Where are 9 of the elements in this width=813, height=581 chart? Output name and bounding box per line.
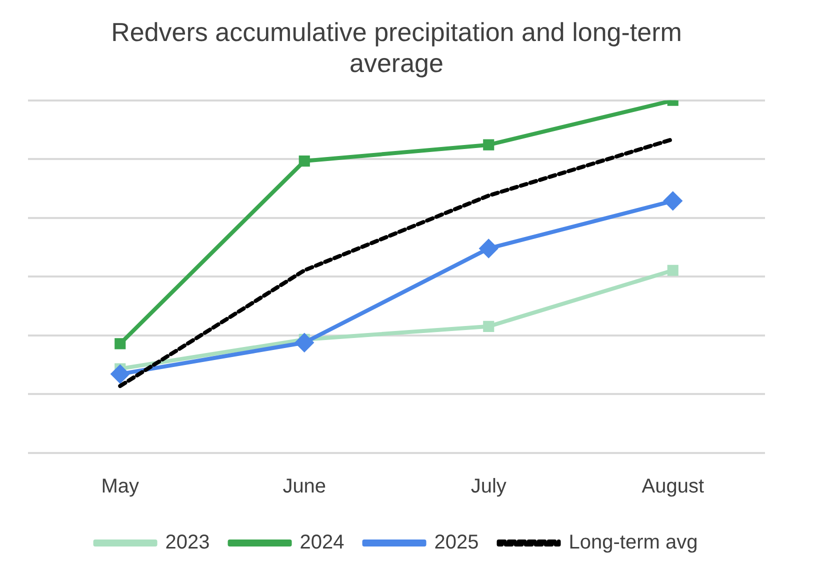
x-tick-label: June xyxy=(282,476,326,498)
x-tick-label: May xyxy=(101,476,140,498)
legend-label: 2024 xyxy=(300,532,344,554)
legend-label: 2025 xyxy=(434,532,479,554)
legend-label: Long-term avg xyxy=(568,532,698,554)
x-tick-label: August xyxy=(642,476,704,498)
chart-title: Redvers accumulative precipitation and long-term average xyxy=(111,16,682,78)
legend-label: 2023 xyxy=(165,532,210,554)
x-tick-label: July xyxy=(470,476,506,498)
